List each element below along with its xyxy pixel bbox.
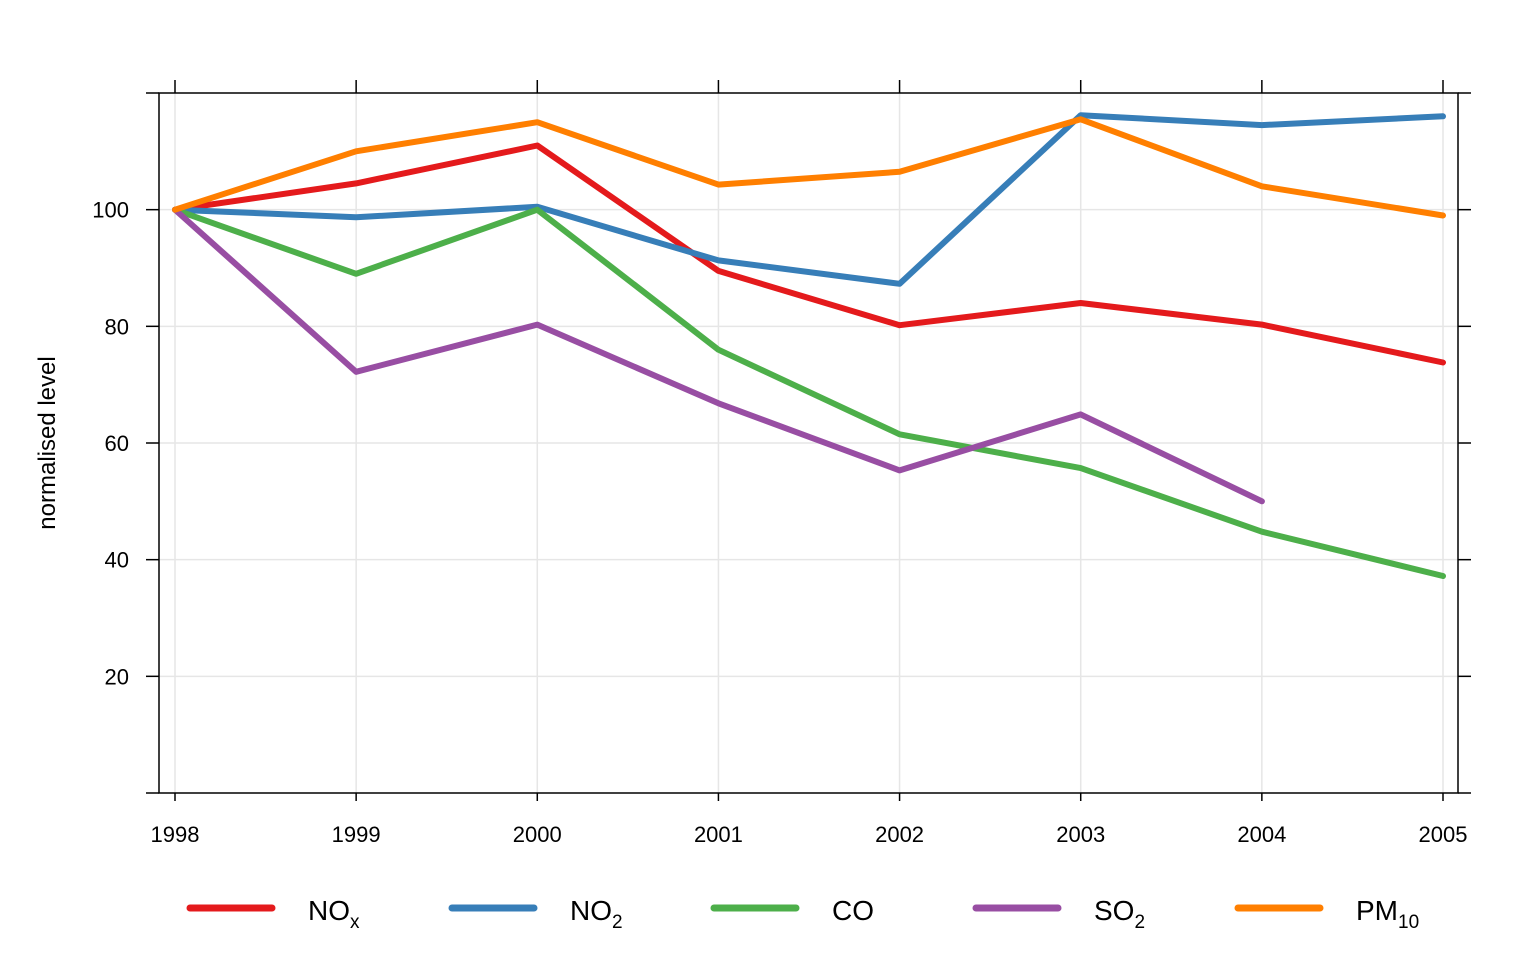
- y-tick-label: 100: [92, 198, 129, 223]
- legend-label-so2: SO2: [1094, 895, 1145, 933]
- legend: NOx NO2 CO SO2 PM10: [186, 895, 1419, 933]
- x-tick-label: 2000: [513, 822, 562, 847]
- series-line-no2: [172, 112, 1446, 287]
- x-tick-label: 1999: [332, 822, 381, 847]
- legend-label-nox: NOx: [308, 895, 360, 933]
- axis-ticks: 1998 1999 2000 2001 2002 2003 2004 2005 20 40 60 80…: [92, 80, 1471, 847]
- x-tick-label: 1998: [151, 822, 200, 847]
- grid-lines: [159, 93, 1458, 793]
- x-tick-label: 2001: [694, 822, 743, 847]
- legend-label-no2: NO2: [570, 895, 623, 933]
- legend-label-co: CO: [832, 895, 874, 926]
- series-line-nox: [172, 142, 1446, 366]
- x-tick-label: 2005: [1419, 822, 1468, 847]
- x-tick-label: 2002: [875, 822, 924, 847]
- x-tick-label: 2003: [1056, 822, 1105, 847]
- series-line-pm10: [172, 116, 1446, 219]
- y-axis-title: normalised level: [34, 356, 61, 529]
- y-tick-label: 20: [105, 664, 129, 689]
- y-tick-label: 80: [105, 314, 129, 339]
- series-lines: [172, 112, 1446, 579]
- legend-label-pm10: PM10: [1356, 895, 1419, 933]
- series-line-co: [172, 206, 1446, 579]
- series-line-so2: [172, 206, 1265, 505]
- x-tick-label: 2004: [1237, 822, 1286, 847]
- y-tick-label: 40: [105, 548, 129, 573]
- y-tick-label: 60: [105, 431, 129, 456]
